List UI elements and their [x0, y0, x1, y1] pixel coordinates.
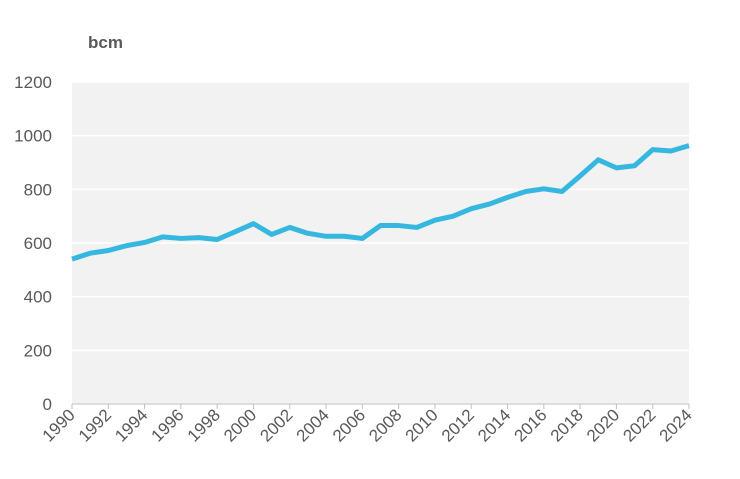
x-tick-label: 2018 [547, 405, 587, 445]
x-tick-label: 2004 [293, 405, 333, 445]
x-tick-label: 1992 [75, 405, 115, 445]
x-tick-label: 2008 [365, 405, 405, 445]
data-line [71, 143, 690, 262]
unit-label: bcm [88, 33, 123, 52]
y-tick-label: 800 [24, 180, 52, 199]
x-tick-label: 1994 [111, 405, 151, 445]
y-tick-label: 1200 [14, 73, 52, 92]
x-tick-label: 2024 [656, 405, 696, 445]
x-tick-label: 2010 [402, 405, 442, 445]
x-tick-label: 2020 [583, 405, 623, 445]
x-tick-label: 2014 [474, 405, 514, 445]
x-tick-label: 2022 [619, 405, 659, 445]
x-tick-label: 2016 [510, 405, 550, 445]
y-tick-label: 400 [24, 288, 52, 307]
x-tick-label: 2000 [220, 405, 260, 445]
x-tick-label: 2006 [329, 405, 369, 445]
y-tick-label: 200 [24, 341, 52, 360]
x-tick-label: 1996 [148, 405, 188, 445]
x-tick-label: 2012 [438, 405, 478, 445]
x-tick-label: 2002 [256, 405, 296, 445]
y-tick-label: 600 [24, 234, 52, 253]
y-tick-label: 0 [43, 395, 52, 414]
x-tick-label: 1998 [184, 405, 224, 445]
y-tick-label: 1000 [14, 127, 52, 146]
